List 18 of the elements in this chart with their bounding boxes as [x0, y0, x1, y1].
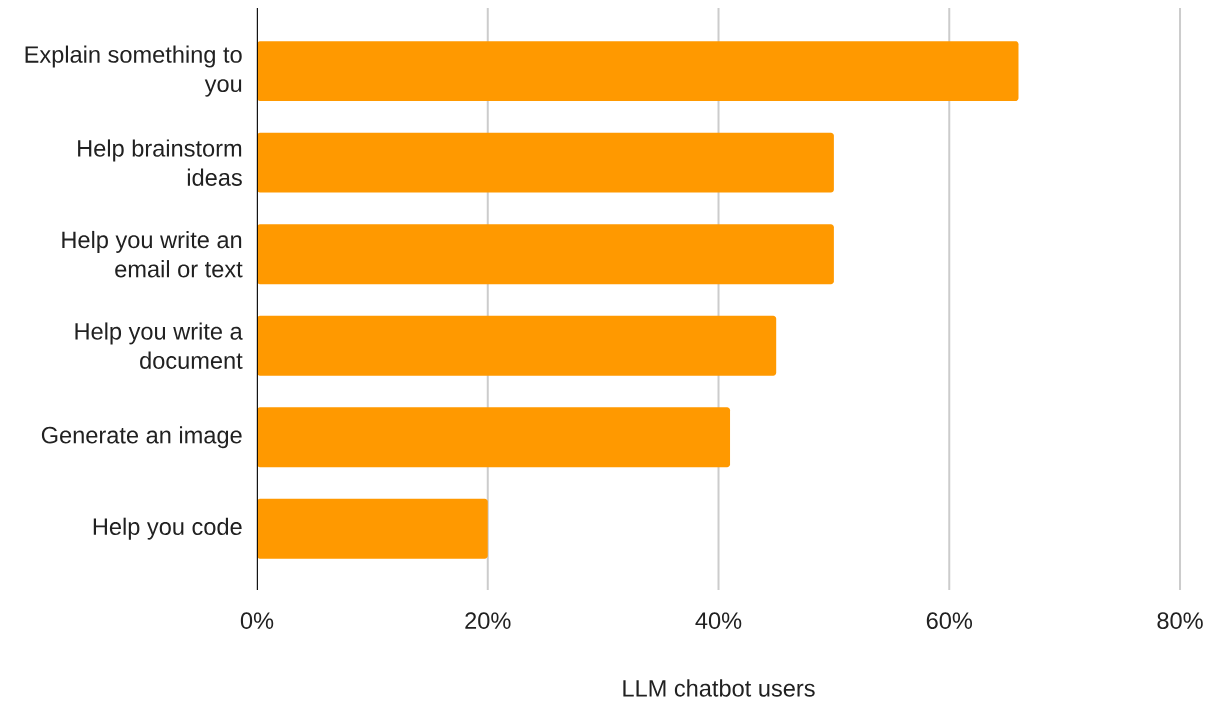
y-tick-label: Generate an image — [41, 426, 242, 449]
bar — [257, 498, 488, 559]
y-tick-label: Help brainstorm ideas — [78, 139, 242, 186]
y-tick-label: Help you write an email or text — [62, 230, 243, 278]
bar — [257, 132, 834, 193]
x-axis-title: LLM chatbot users — [623, 679, 815, 697]
bar — [257, 224, 834, 285]
x-tick-label: 80% — [1157, 612, 1203, 629]
y-tick-label: Explain something to you — [25, 45, 242, 97]
y-tick-label: Help you code — [93, 517, 242, 540]
x-tick-label: 60% — [926, 612, 973, 629]
bar — [257, 41, 1019, 102]
bar — [257, 407, 731, 468]
x-tick-label: 20% — [465, 612, 511, 629]
bar — [257, 315, 777, 376]
x-tick-label: 40% — [695, 612, 742, 629]
x-tick-label: 0% — [240, 612, 274, 629]
y-tick-label: Help you write a document — [75, 322, 243, 369]
